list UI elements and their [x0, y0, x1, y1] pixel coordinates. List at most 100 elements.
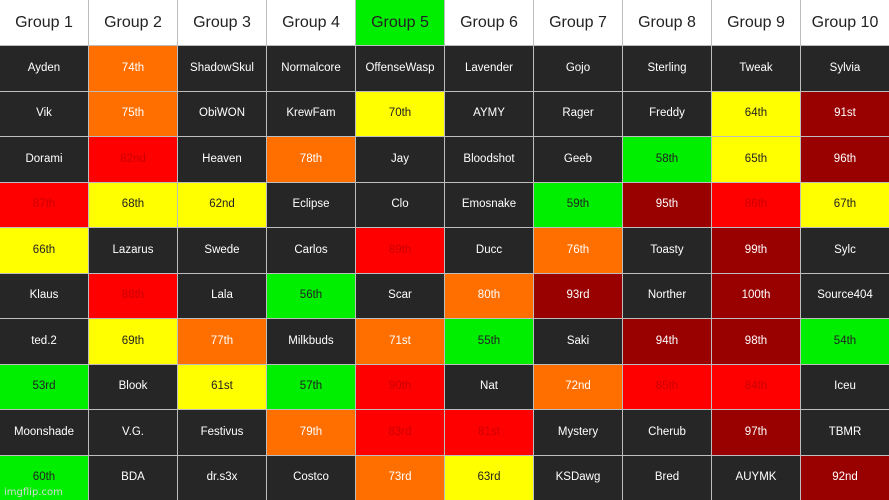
grid-cell: 65th: [712, 137, 800, 182]
grid-cell: 57th: [267, 364, 355, 409]
grid-cell: Source404: [801, 273, 889, 318]
grid-cell: Klaus: [0, 273, 88, 318]
grid-cell: Emosnake: [445, 182, 533, 227]
grid-cell: OffenseWasp: [356, 46, 444, 91]
grid-cell: 54th: [801, 319, 889, 364]
grid-cell: Gojo: [534, 46, 622, 91]
grid-cell: Normalcore: [267, 46, 355, 91]
group-header-5: Group 5: [356, 0, 444, 45]
grid-cell: 100th: [712, 273, 800, 318]
grid-cell: Vik: [0, 91, 88, 136]
grid-cell: 97th: [712, 410, 800, 455]
grid-cell: 99th: [712, 228, 800, 273]
grid-cell: TBMR: [801, 410, 889, 455]
grid-cell: Bloodshot: [445, 137, 533, 182]
grid-cell: 98th: [712, 319, 800, 364]
grid-cell: 83rd: [356, 410, 444, 455]
grid-cell: Swede: [178, 228, 266, 273]
grid-cell: Geeb: [534, 137, 622, 182]
grid-cell: V.G.: [89, 410, 177, 455]
grid-cell: Cherub: [623, 410, 711, 455]
grid-cell: 75th: [89, 91, 177, 136]
grid-cell: ObiWON: [178, 91, 266, 136]
grid-cell: Tweak: [712, 46, 800, 91]
grid-cell: AYMY: [445, 91, 533, 136]
grid-cell: 60th: [0, 455, 88, 500]
group-header-7: Group 7: [534, 0, 622, 45]
grid-cell: Mystery: [534, 410, 622, 455]
grid-cell: Iceu: [801, 364, 889, 409]
grid-cell: Saki: [534, 319, 622, 364]
grid-cell: Milkbuds: [267, 319, 355, 364]
grid-cell: Rager: [534, 91, 622, 136]
grid-cell: Jay: [356, 137, 444, 182]
grid-cell: Carlos: [267, 228, 355, 273]
grid-cell: Lala: [178, 273, 266, 318]
grid-cell: Festivus: [178, 410, 266, 455]
grid-cell: KrewFam: [267, 91, 355, 136]
grid-cell: 95th: [623, 182, 711, 227]
grid-cell: 66th: [0, 228, 88, 273]
grid-cell: 96th: [801, 137, 889, 182]
grid-cell: 64th: [712, 91, 800, 136]
grid-cell: 53rd: [0, 364, 88, 409]
grid-cell: Ducc: [445, 228, 533, 273]
grid-cell: 67th: [801, 182, 889, 227]
grid-cell: Ayden: [0, 46, 88, 91]
grid-cell: 86th: [712, 182, 800, 227]
grid-cell: Nat: [445, 364, 533, 409]
group-header-2: Group 2: [89, 0, 177, 45]
grid-cell: 62nd: [178, 182, 266, 227]
grid-cell: BDA: [89, 455, 177, 500]
grid-cell: ShadowSkul: [178, 46, 266, 91]
grid-cell: 76th: [534, 228, 622, 273]
grid-cell: Moonshade: [0, 410, 88, 455]
grid-cell: 90th: [356, 364, 444, 409]
grid-cell: 87th: [0, 182, 88, 227]
grid-cell: Toasty: [623, 228, 711, 273]
grid-cell: Clo: [356, 182, 444, 227]
group-header-9: Group 9: [712, 0, 800, 45]
grid-cell: 85th: [623, 364, 711, 409]
grid-cell: Sylvia: [801, 46, 889, 91]
grid-cell: Heaven: [178, 137, 266, 182]
grid-cell: 69th: [89, 319, 177, 364]
grid-cell: 94th: [623, 319, 711, 364]
grid-cell: KSDawg: [534, 455, 622, 500]
group-header-8: Group 8: [623, 0, 711, 45]
grid-cell: 91st: [801, 91, 889, 136]
grid-cell: 58th: [623, 137, 711, 182]
grid-cell: Blook: [89, 364, 177, 409]
grid-cell: Bred: [623, 455, 711, 500]
grid-cell: Costco: [267, 455, 355, 500]
group-header-1: Group 1: [0, 0, 88, 45]
grid-cell: AUYMK: [712, 455, 800, 500]
grid-cell: 74th: [89, 46, 177, 91]
group-header-10: Group 10: [801, 0, 889, 45]
grid-cell: Eclipse: [267, 182, 355, 227]
group-header-3: Group 3: [178, 0, 266, 45]
grid-cell: 55th: [445, 319, 533, 364]
grid-cell: 81st: [445, 410, 533, 455]
grid-cell: 82nd: [89, 137, 177, 182]
group-header-6: Group 6: [445, 0, 533, 45]
grid-cell: Lavender: [445, 46, 533, 91]
group-header-4: Group 4: [267, 0, 355, 45]
grid-cell: Freddy: [623, 91, 711, 136]
grid-cell: 73rd: [356, 455, 444, 500]
grid-cell: 93rd: [534, 273, 622, 318]
grid-cell: dr.s3x: [178, 455, 266, 500]
grid-cell: 80th: [445, 273, 533, 318]
grid-cell: 79th: [267, 410, 355, 455]
grid-cell: 89th: [356, 228, 444, 273]
grid-cell: Scar: [356, 273, 444, 318]
grid-cell: 68th: [89, 182, 177, 227]
grid-cell: 78th: [267, 137, 355, 182]
grid-cell: 59th: [534, 182, 622, 227]
grid-cell: Norther: [623, 273, 711, 318]
grid-cell: 84th: [712, 364, 800, 409]
grid-cell: 88th: [89, 273, 177, 318]
grid-cell: 77th: [178, 319, 266, 364]
grid-cell: 63rd: [445, 455, 533, 500]
